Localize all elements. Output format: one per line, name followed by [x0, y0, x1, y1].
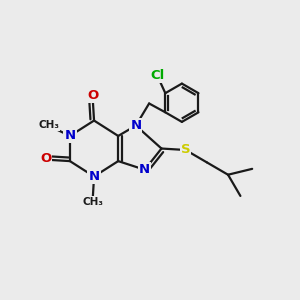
Text: O: O: [87, 89, 98, 102]
Text: Cl: Cl: [151, 69, 165, 82]
Text: S: S: [181, 143, 190, 157]
Text: N: N: [64, 129, 76, 142]
Text: O: O: [40, 152, 51, 165]
Text: CH₃: CH₃: [82, 196, 103, 206]
Text: N: N: [130, 119, 141, 132]
Text: N: N: [88, 170, 100, 183]
Text: CH₃: CH₃: [38, 120, 59, 130]
Text: N: N: [139, 163, 150, 176]
